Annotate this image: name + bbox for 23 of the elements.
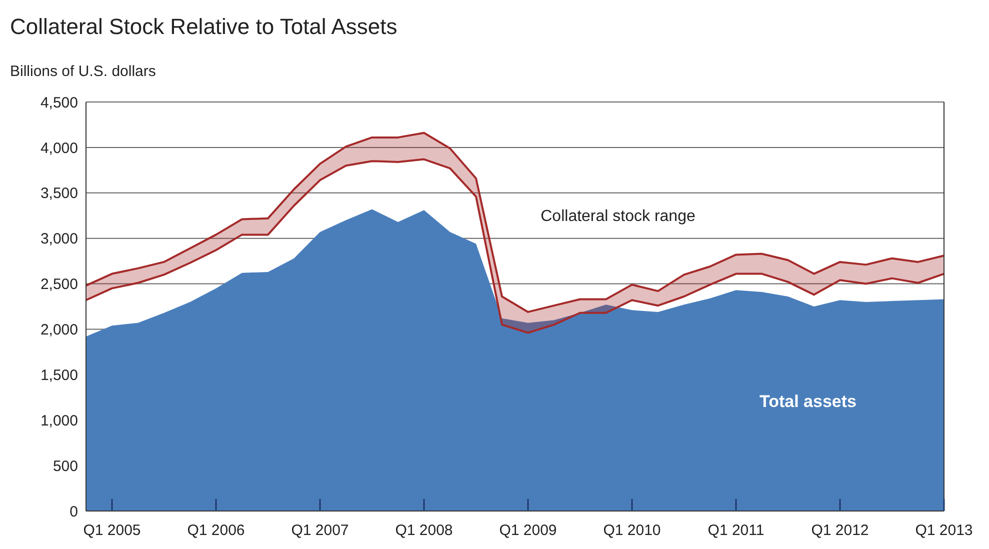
y-tick-label: 3,500 — [40, 185, 78, 202]
x-tick-label: Q1 2011 — [708, 522, 764, 539]
y-tick-label: 4,500 — [40, 94, 78, 112]
x-tick-label: Q1 2013 — [915, 522, 973, 539]
y-tick-label: 1,000 — [40, 412, 78, 430]
y-tick-label: 4,000 — [40, 140, 78, 157]
x-tick-label: Q1 2009 — [499, 522, 557, 539]
x-tick-label: Q1 2008 — [395, 522, 453, 539]
y-axis-title: Billions of U.S. dollars — [10, 63, 156, 80]
text: Collateral stock range — [540, 208, 696, 226]
y-tick-label: 0 — [70, 503, 78, 520]
y-tick-label: 2,500 — [40, 276, 78, 294]
x-tick-label: Q1 2005 — [83, 522, 141, 539]
x-tick-label: Q1 2006 — [187, 522, 245, 539]
x-tick-label: Q1 2012 — [811, 522, 869, 539]
chart-title: Collateral Stock Relative to Total Assets — [10, 14, 398, 40]
y-tick-label: 500 — [52, 458, 78, 475]
series-label: Total assets — [758, 392, 858, 412]
x-tick-label: Q1 2007 — [291, 522, 349, 539]
y-tick-label: 3,000 — [40, 230, 78, 248]
y-tick-label: 2,000 — [40, 322, 78, 339]
y-tick-label: 1,500 — [40, 366, 78, 384]
x-tick-label: Q1 2010 — [603, 522, 661, 539]
